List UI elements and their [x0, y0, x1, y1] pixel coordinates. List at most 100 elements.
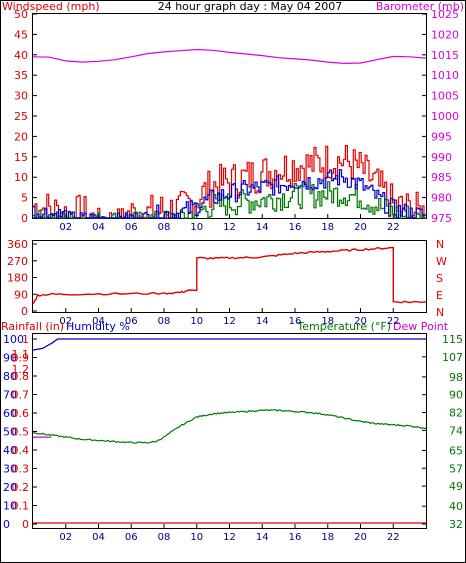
temperature-line — [32, 409, 427, 444]
direction-panel-x-tick-label: 22 — [387, 316, 400, 327]
barometer-tick-label: 975 — [431, 212, 452, 225]
windspeed-axis-label: Windspeed (mph) — [2, 0, 100, 13]
humidity-tick-label: 40 — [3, 444, 17, 457]
direction-panel-x-tick-label: 04 — [92, 316, 105, 327]
temperature-tick-label: 107 — [442, 351, 463, 364]
windspeed-tick-label: 30 — [14, 90, 28, 103]
humidity-tick-label: 70 — [3, 389, 17, 402]
temperature-tick-label: 65 — [449, 444, 463, 457]
direction-tick-label: 90 — [14, 288, 28, 301]
temperature-tick-label: 90 — [449, 389, 463, 402]
wind-average-line — [33, 169, 427, 219]
rainfall-tick-label: 0 — [22, 518, 29, 531]
direction-panel-x-tick-label: 20 — [354, 316, 367, 327]
humidity-line — [32, 338, 426, 351]
humidity-tick-label: 20 — [3, 481, 17, 494]
direction-panel-x-tick-label: 16 — [289, 316, 302, 327]
humidity-axis-label: Humidity % — [66, 320, 130, 333]
rainfall-axis-label: Rainfall (in) — [1, 320, 64, 333]
chart-marks — [32, 48, 427, 524]
rainfall-top-tick-label: 1.2 — [12, 363, 30, 376]
environment-panel-frame — [32, 333, 427, 529]
humidity-tick-label: 100 — [3, 333, 24, 346]
direction-panel-x-tick-label: 06 — [125, 316, 138, 327]
barometer-axis-label: Barometer (mb) — [376, 0, 464, 13]
rainfall-tick-label: 0.6 — [12, 407, 30, 420]
direction-tick-label: 180 — [7, 272, 28, 285]
rainfall-top-tick-label: 1.1 — [12, 348, 30, 361]
wind-direction-line — [32, 246, 427, 305]
rainfall-top-tick-label: 1 — [22, 333, 29, 346]
humidity-tick-label: 50 — [3, 426, 17, 439]
barometer-tick-label: 985 — [431, 171, 452, 184]
environment-panel-x-tick-label: 22 — [387, 532, 400, 543]
wind-panel-x-tick-label: 02 — [59, 222, 72, 233]
temperature-tick-label: 74 — [449, 424, 463, 437]
humidity-tick-label: 30 — [3, 463, 17, 476]
windspeed-tick-label: 45 — [14, 28, 28, 41]
temperature-tick-label: 40 — [449, 500, 463, 513]
wind-panel-x-tick-label: 12 — [223, 222, 236, 233]
wind-panel-frame — [32, 13, 427, 219]
temperature-tick-label: 32 — [449, 518, 463, 531]
wind-panel-x-tick-label: 10 — [190, 222, 203, 233]
windspeed-tick-label: 25 — [14, 110, 28, 123]
wind-panel-x-tick-label: 18 — [321, 222, 334, 233]
environment-panel-x-tick-label: 02 — [59, 532, 72, 543]
humidity-tick-label: 10 — [3, 500, 17, 513]
rainfall-tick-label: 0.3 — [12, 463, 30, 476]
barometer-tick-label: 1020 — [431, 28, 459, 41]
barometer-tick-label: 1015 — [431, 49, 459, 62]
direction-right-w: W — [436, 255, 447, 268]
wind-panel-x-tick-label: 16 — [289, 222, 302, 233]
rainfall-tick-label: 0.4 — [12, 444, 30, 457]
environment-panel-x-tick-label: 04 — [92, 532, 105, 543]
direction-panel-x-tick-label: 08 — [158, 316, 171, 327]
wind-panel-x-tick-label: 08 — [158, 222, 171, 233]
temperature-tick-label: 57 — [449, 462, 463, 475]
environment-panel-x-tick-label: 18 — [321, 532, 334, 543]
rainfall-tick-label: 0.8 — [12, 370, 30, 383]
direction-panel-x-tick-label: 18 — [321, 316, 334, 327]
temperature-tick-label: 82 — [449, 407, 463, 420]
environment-panel-x-tick-label: 12 — [223, 532, 236, 543]
environment-panel-x-tick-label: 10 — [190, 532, 203, 543]
barometer-tick-label: 1005 — [431, 90, 459, 103]
barometer-tick-label: 1010 — [431, 69, 459, 82]
environment-panel-x-tick-label: 20 — [354, 532, 367, 543]
humidity-tick-label: 80 — [3, 370, 17, 383]
direction-tick-label: 360 — [7, 238, 28, 251]
wind-panel-x-tick-label: 22 — [387, 222, 400, 233]
rainfall-tick-label: 0.9 — [12, 352, 30, 365]
barometer-tick-label: 1025 — [431, 8, 459, 21]
dewpoint-axis-label: Dew Point — [393, 320, 449, 333]
wind-panel-x-tick-label: 20 — [354, 222, 367, 233]
direction-right-n-bottom: N — [436, 306, 444, 319]
temperature-tick-label: 98 — [449, 371, 463, 384]
wind-panel-x-tick-label: 04 — [92, 222, 105, 233]
barometer-tick-label: 1000 — [431, 110, 459, 123]
rainfall-tick-label: 0.7 — [12, 389, 30, 402]
barometer-tick-label: 980 — [431, 192, 452, 205]
windspeed-tick-label: 0 — [21, 212, 28, 225]
environment-panel-x-tick-label: 08 — [158, 532, 171, 543]
humidity-tick-label: 0 — [3, 518, 10, 531]
temperature-tick-label: 49 — [449, 480, 463, 493]
graph-title: 24 hour graph day : May 04 2007 — [158, 0, 343, 13]
temperature-tick-label: 115 — [442, 333, 463, 346]
direction-right-s: S — [436, 272, 443, 285]
windspeed-tick-label: 40 — [14, 49, 28, 62]
humidity-tick-label: 90 — [3, 352, 17, 365]
environment-panel-x-tick-label: 06 — [125, 532, 138, 543]
windspeed-tick-label: 35 — [14, 69, 28, 82]
rainfall-tick-label: 0.5 — [12, 426, 30, 439]
humidity-tick-label: 60 — [3, 407, 17, 420]
rainfall-tick-label: 0.2 — [12, 481, 30, 494]
barometer-tick-label: 990 — [431, 151, 452, 164]
rainfall-tick-label: 0.1 — [12, 500, 30, 513]
direction-right-n-top: N — [436, 238, 444, 251]
windspeed-tick-label: 15 — [14, 151, 28, 164]
barometer-line — [32, 48, 427, 65]
environment-panel-x-tick-label: 16 — [289, 532, 302, 543]
